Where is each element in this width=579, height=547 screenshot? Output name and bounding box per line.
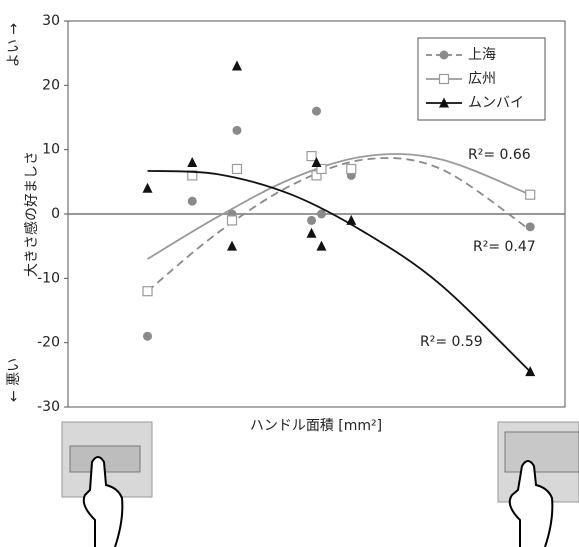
y-tick-label: 20 [42, 77, 60, 93]
point [142, 286, 153, 297]
point [316, 163, 327, 175]
hand-illustration-left [61, 421, 153, 547]
y-top-note: よい → [6, 23, 22, 67]
point [316, 209, 326, 219]
legend-marker [438, 73, 450, 85]
x-axis-label: ハンドル面積 [mm²] [250, 418, 382, 434]
y-tick-label: -10 [37, 270, 60, 286]
fit-curve [146, 157, 531, 292]
point [306, 151, 317, 162]
r2-label: R²= 0.59 [420, 334, 483, 350]
point [311, 157, 322, 168]
point [187, 157, 198, 168]
legend-marker [439, 50, 449, 60]
point [143, 331, 153, 341]
point [227, 240, 238, 251]
point [346, 214, 357, 225]
hand-illustration-right [497, 421, 579, 547]
legend-label: ムンバイ [468, 95, 524, 111]
r2-label: R²= 0.66 [468, 147, 531, 163]
point [226, 215, 238, 226]
y-tick-label: -30 [37, 399, 60, 415]
y-axis-label: 大きさ感の好ましさ [23, 151, 40, 277]
point [307, 215, 317, 225]
point [231, 163, 243, 175]
legend-label: 上海 [468, 47, 496, 63]
y-tick-label: 0 [51, 206, 60, 222]
fit-curve [147, 169, 531, 373]
y-tick-label: 10 [42, 142, 60, 158]
point [525, 366, 536, 377]
y-tick-label: 30 [42, 13, 60, 29]
point [142, 182, 153, 193]
y-tick-label: -20 [37, 335, 60, 351]
point [525, 222, 535, 232]
point [187, 196, 197, 206]
point [346, 163, 357, 175]
point [306, 227, 317, 238]
legend-label: 広州 [468, 71, 496, 87]
point [316, 240, 327, 251]
point [525, 189, 536, 200]
point [231, 60, 242, 71]
legend-marker [439, 97, 449, 108]
r2-label: R²= 0.47 [473, 239, 536, 255]
point [312, 106, 321, 116]
y-bottom-note: ← 悪い [6, 358, 22, 402]
point [232, 125, 242, 135]
